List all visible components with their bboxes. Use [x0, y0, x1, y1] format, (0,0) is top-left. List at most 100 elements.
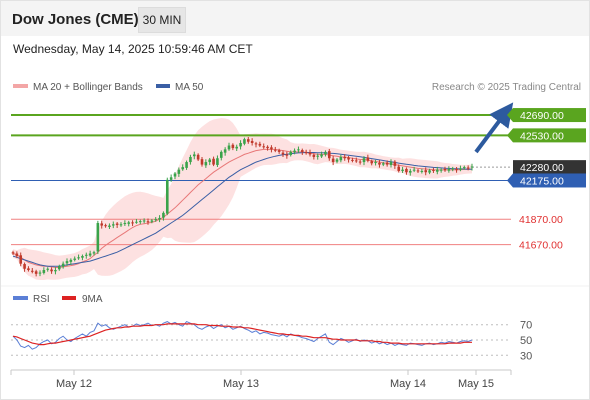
candle-body: [127, 222, 131, 224]
candle-body: [389, 162, 393, 165]
support-tag-label: 41670.00: [519, 240, 563, 252]
rsi-ma-line: [12, 323, 472, 346]
ma50-legend-label: MA 50: [175, 82, 204, 93]
bollinger-legend-label: MA 20 + Bollinger Bands: [33, 82, 143, 93]
candle-body: [146, 221, 150, 223]
current-tag-label: 42280.00: [520, 162, 564, 174]
candle-body: [111, 224, 115, 226]
candle-body: [270, 147, 273, 150]
candle-body: [443, 168, 447, 171]
candle-body: [27, 268, 30, 271]
credit-text: Research © 2025 Trading Central: [432, 82, 581, 93]
candle-body: [424, 170, 428, 173]
candle-body: [343, 156, 347, 159]
candle-body: [432, 169, 435, 171]
candle-body: [451, 168, 455, 170]
support-tag-label: 41870.00: [519, 214, 563, 226]
candle-body: [297, 149, 300, 151]
candle-body: [57, 266, 61, 270]
candle-body: [223, 149, 227, 153]
candle-body: [108, 225, 111, 227]
candle-body: [258, 143, 262, 146]
candle-body: [293, 150, 296, 153]
candle-body: [38, 272, 42, 274]
candle-body: [335, 159, 339, 162]
candle-body: [46, 268, 50, 270]
rsi-tick-label: 30: [520, 350, 532, 362]
candle-body: [420, 170, 424, 172]
candle-body: [73, 258, 77, 260]
candle-body: [435, 169, 439, 172]
candle-body: [50, 269, 53, 272]
rsi-ma-legend-label: 9MA: [82, 294, 103, 305]
x-tick-label: May 14: [390, 378, 426, 390]
rsi-tick-labels: 70 50 30: [520, 320, 532, 363]
candle-body: [405, 168, 408, 173]
candle-body: [104, 225, 107, 227]
candle-body: [119, 224, 123, 226]
rsi-tick-label: 70: [520, 320, 532, 332]
candle-body: [428, 170, 431, 173]
rsi-lines: [12, 320, 473, 350]
timeframe-button[interactable]: 30 MIN: [138, 7, 186, 33]
x-axis: May 12 May 13 May 14 May 15: [10, 370, 512, 390]
candle-body: [81, 256, 84, 258]
candle-body: [231, 144, 235, 149]
x-tick-label: May 15: [458, 378, 494, 390]
candle-body: [381, 163, 385, 165]
candle-body: [142, 220, 146, 222]
candle-body: [304, 151, 308, 154]
candle-body: [439, 169, 443, 171]
candle-body: [246, 139, 250, 142]
candle-body: [84, 254, 88, 256]
candle-body: [185, 162, 188, 168]
candle-body: [123, 223, 127, 225]
pivot-tag-pointer: [507, 173, 513, 188]
candle-body: [235, 146, 239, 149]
candle-body: [181, 167, 185, 170]
forecast-arrow-icon: [474, 102, 514, 154]
bollinger-band-area: [13, 118, 472, 280]
pivot-tag-label: 42175.00: [520, 175, 564, 187]
candle-body: [162, 212, 165, 218]
candle-body: [385, 162, 389, 165]
candle-body: [281, 152, 285, 155]
resistance-tag: [513, 128, 586, 143]
candle-body: [88, 253, 92, 256]
candle-body: [351, 159, 354, 161]
candle-body: [459, 168, 462, 170]
candle-body: [189, 156, 192, 163]
candle-body: [23, 264, 26, 269]
price-levels: [11, 114, 511, 246]
candle-body: [115, 223, 119, 225]
candle-body: [243, 139, 246, 144]
candle-body: [15, 253, 19, 257]
candle-body: [77, 257, 80, 259]
bollinger-band: [13, 118, 472, 280]
candle-body: [135, 221, 138, 223]
candle-body: [289, 151, 293, 155]
candle-body: [262, 146, 266, 148]
candle-body: [154, 219, 158, 221]
candle-body: [92, 252, 96, 254]
candle-body: [324, 151, 327, 155]
candle-body: [308, 152, 312, 155]
instrument-title: Dow Jones (CME): [12, 11, 139, 28]
candlesticks: [11, 137, 474, 277]
candle-body: [273, 149, 277, 151]
candle-body: [327, 151, 331, 159]
candle-body: [208, 159, 212, 163]
candle-body: [316, 155, 320, 157]
candle-body: [54, 270, 57, 272]
candle-body: [165, 179, 169, 214]
candle-body: [470, 166, 474, 168]
timestamp: Wednesday, May 14, 2025 10:59:46 AM CET: [13, 42, 253, 56]
rsi-gridlines: [11, 324, 511, 356]
x-tick-label: May 12: [56, 378, 92, 390]
candle-body: [358, 161, 362, 163]
candle-body: [200, 159, 204, 165]
current-tag: [513, 160, 586, 175]
resistance-tag-pointer: [507, 108, 513, 123]
